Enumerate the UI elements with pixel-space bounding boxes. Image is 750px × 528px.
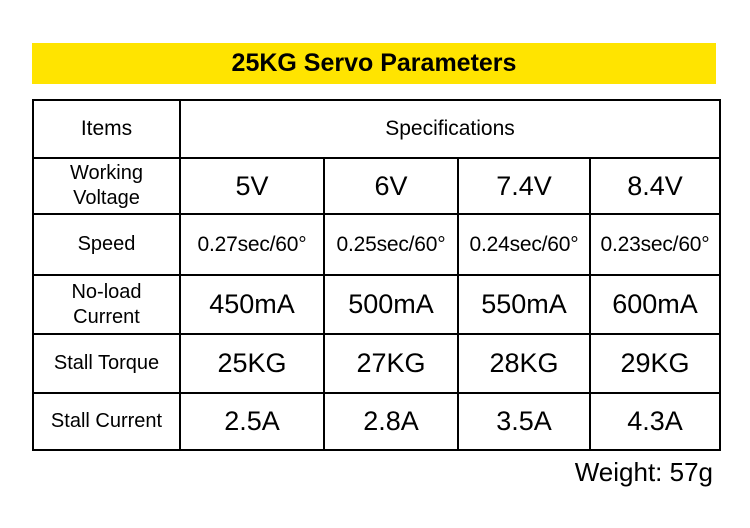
table-header-row: Items Specifications: [32, 99, 722, 159]
value-cell: 5V: [179, 157, 325, 215]
row-label: Working Voltage: [32, 157, 181, 215]
table-row-no-load-current: No-load Current 450mA 500mA 550mA 600mA: [32, 274, 722, 335]
value-cell: 550mA: [457, 274, 591, 335]
header-items-cell: Items: [32, 99, 181, 159]
value-cell: 25KG: [179, 333, 325, 394]
value-cell: 7.4V: [457, 157, 591, 215]
page-title: 25KG Servo Parameters: [231, 49, 517, 77]
row-label: No-load Current: [32, 274, 181, 335]
weight-note: Weight: 57g: [574, 457, 713, 487]
value-cell: 2.5A: [179, 392, 325, 451]
row-label: Speed: [32, 213, 181, 276]
table-row-speed: Speed 0.27sec/60° 0.25sec/60° 0.24sec/60…: [32, 213, 722, 276]
row-label: Stall Current: [32, 392, 181, 451]
value-cell: 0.27sec/60°: [179, 213, 325, 276]
title-banner: 25KG Servo Parameters: [32, 43, 716, 84]
value-cell: 0.23sec/60°: [588, 213, 722, 276]
value-cell: 600mA: [588, 274, 722, 335]
value-cell: 450mA: [179, 274, 325, 335]
header-specifications-cell: Specifications: [178, 99, 722, 159]
value-cell: 28KG: [457, 333, 591, 394]
row-label: Stall Torque: [32, 333, 181, 394]
value-cell: 8.4V: [588, 157, 722, 215]
value-cell: 500mA: [323, 274, 459, 335]
value-cell: 0.24sec/60°: [457, 213, 591, 276]
servo-parameters-table: Items Specifications Working Voltage 5V …: [32, 99, 722, 451]
table-row-stall-current: Stall Current 2.5A 2.8A 3.5A 4.3A: [32, 392, 722, 451]
value-cell: 4.3A: [588, 392, 722, 451]
value-cell: 27KG: [323, 333, 459, 394]
value-cell: 6V: [323, 157, 459, 215]
value-cell: 3.5A: [457, 392, 591, 451]
value-cell: 2.8A: [323, 392, 459, 451]
table-row-stall-torque: Stall Torque 25KG 27KG 28KG 29KG: [32, 333, 722, 394]
value-cell: 0.25sec/60°: [323, 213, 459, 276]
table-row-working-voltage: Working Voltage 5V 6V 7.4V 8.4V: [32, 157, 722, 215]
value-cell: 29KG: [588, 333, 722, 394]
